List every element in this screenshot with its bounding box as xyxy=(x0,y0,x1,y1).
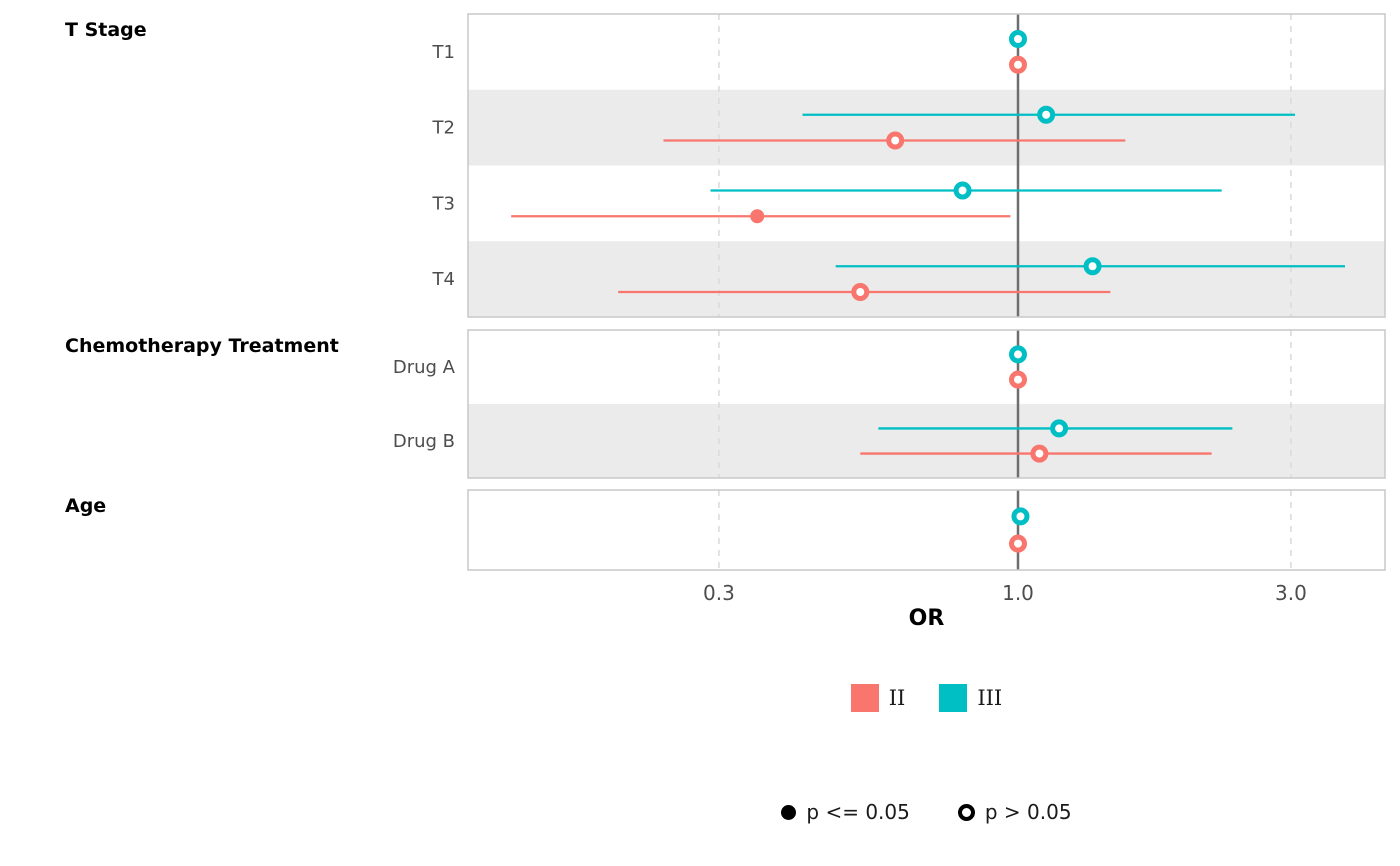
estimate-marker-open xyxy=(953,181,972,200)
panel-title: Age xyxy=(65,495,106,517)
estimate-marker-open xyxy=(886,131,905,150)
estimate-marker-open xyxy=(1083,257,1102,276)
estimate-marker-open xyxy=(1009,345,1027,364)
estimate-marker-open xyxy=(1037,105,1056,124)
estimate-marker-open xyxy=(1009,29,1027,48)
estimate-marker-open xyxy=(1011,507,1030,526)
row-label: Drug B xyxy=(393,431,455,452)
panel-background xyxy=(468,490,1385,570)
x-tick-label: 3.0 xyxy=(1275,581,1307,605)
estimate-marker-open xyxy=(851,283,870,302)
x-axis-title: OR xyxy=(908,606,945,631)
series-legend-item: II xyxy=(850,684,906,712)
plot-area: T Stage T1 T2 T3 T4 Chemotherapy Treatment Dru… xyxy=(65,13,1386,605)
panel xyxy=(467,329,1386,479)
panel-border xyxy=(467,13,1386,318)
row-label: T3 xyxy=(432,193,455,214)
panel-border xyxy=(467,329,1386,479)
significance-legend-label: p <= 0.05 xyxy=(806,800,910,824)
significance-legend-label: p > 0.05 xyxy=(984,800,1072,824)
series-legend-item: III xyxy=(939,684,1002,712)
series-legend: II III xyxy=(468,684,1385,712)
estimate-marker-open xyxy=(1009,55,1027,74)
panel-title: Chemotherapy Treatment xyxy=(65,335,339,357)
panel-title: T Stage xyxy=(65,19,147,41)
series-legend-label: III xyxy=(977,686,1003,710)
estimate-marker-filled xyxy=(750,209,765,224)
significance-legend: p <= 0.05 p > 0.05 xyxy=(468,800,1385,824)
estimate-marker-open xyxy=(1030,444,1049,463)
series-color-swatch xyxy=(850,684,879,712)
significance-legend-item: p > 0.05 xyxy=(957,800,1072,824)
estimate-marker-open xyxy=(1050,419,1069,438)
panel xyxy=(467,13,1386,318)
row-label: T4 xyxy=(432,269,455,290)
filled-point-icon xyxy=(781,804,797,820)
row-label: Drug A xyxy=(393,357,456,378)
series-color-swatch xyxy=(939,684,968,712)
x-tick-label: 0.3 xyxy=(703,581,735,605)
row-shading xyxy=(468,241,1385,317)
open-point-icon xyxy=(957,803,975,821)
x-tick-label: 1.0 xyxy=(1002,581,1034,605)
row-shading xyxy=(468,89,1385,166)
row-label: T1 xyxy=(432,42,455,63)
estimate-marker-open xyxy=(1009,370,1027,389)
panel-border xyxy=(467,489,1386,571)
panel xyxy=(467,489,1386,571)
significance-legend-item: p <= 0.05 xyxy=(781,800,910,824)
series-legend-label: II xyxy=(888,686,906,710)
row-label: T2 xyxy=(432,118,455,139)
row-shading xyxy=(468,404,1385,478)
estimate-marker-open xyxy=(1009,534,1027,553)
